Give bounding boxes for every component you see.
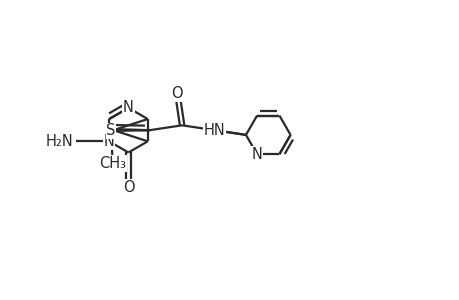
Text: N: N bbox=[103, 134, 114, 149]
Text: N: N bbox=[251, 147, 262, 162]
Text: H₂N: H₂N bbox=[46, 134, 73, 149]
Text: O: O bbox=[123, 180, 134, 195]
Text: S: S bbox=[106, 124, 116, 139]
Text: N: N bbox=[123, 100, 134, 116]
Text: O: O bbox=[171, 86, 183, 101]
Text: CH₃: CH₃ bbox=[99, 156, 126, 171]
Text: HN: HN bbox=[203, 123, 225, 138]
